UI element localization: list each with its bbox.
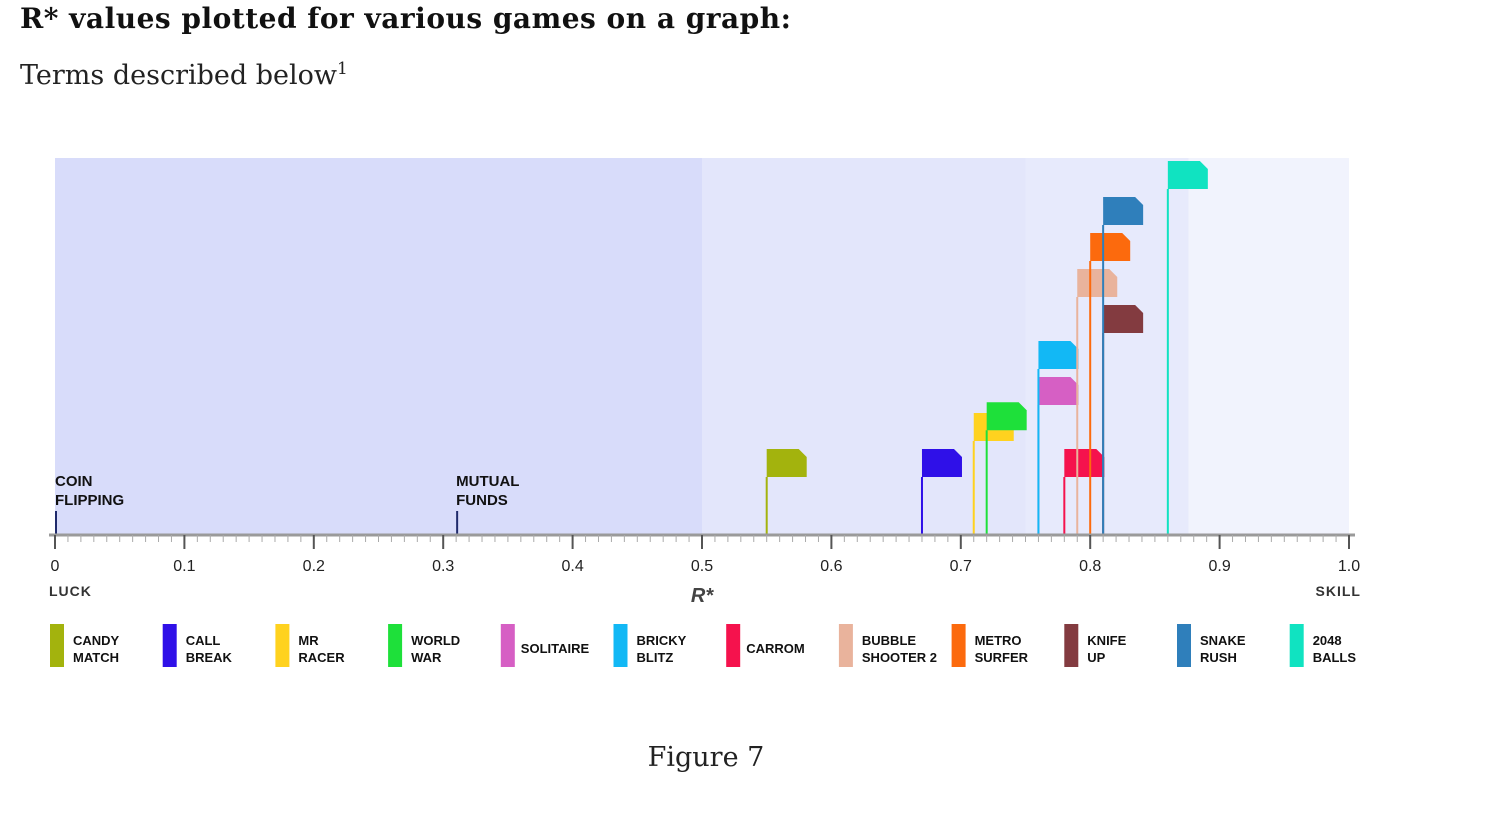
legend-swatch-call-break [162,624,177,667]
flag-metro-surfer [1089,233,1131,535]
legend-label-knife-up-0: KNIFE [1087,633,1126,648]
legend-swatch-world-war [388,624,403,667]
legend-label-snake-rush-0: SNAKE [1200,633,1246,648]
legend-item-world-war: WORLD WAR [388,624,460,667]
legend-item-bricky-blitz: BRICKY BLITZ [613,624,687,667]
x-axis-title: R* [691,585,714,607]
legend-swatch-solitaire [500,624,515,667]
legend-item-metro-surfer: METRO SURFER [951,624,1029,667]
legend-swatch-metro-surfer [951,624,966,667]
legend-label-candy-match-0: CANDY [73,633,120,648]
legend-item-snake-rush: SNAKE RUSH [1177,624,1246,667]
legend-label-snake-rush-1: RUSH [1200,650,1237,665]
annotation-label-mutual-funds-0: MUTUAL [456,473,519,490]
legend-swatch-bubble-shooter-2 [838,624,853,667]
flag-banner-solitaire [1038,377,1079,405]
flag-banner-bubble-shooter-2 [1077,269,1118,297]
legend-swatch-candy-match [50,624,64,667]
flag-banner-metro-surfer [1090,233,1131,261]
legend-label-bubble-shooter-2-0: BUBBLE [862,633,916,648]
tick-label: 0.1 [173,558,195,575]
figure-caption: Figure 7 [647,742,765,773]
legend-label-2048-balls-1: BALLS [1313,650,1357,665]
page-subheading: Terms described below1 [20,60,348,91]
flag-2048-balls [1166,161,1208,535]
flag-banner-knife-up [1103,305,1144,333]
skill-label: SKILL [1316,583,1361,599]
legend-label-bricky-blitz-0: BRICKY [637,633,687,648]
legend-label-solitaire: SOLITAIRE [521,641,590,656]
chart-background-regions [55,158,1349,535]
legend-label-mr-racer-1: RACER [298,650,345,665]
page-heading: R* values plotted for various games on a… [20,2,792,35]
region-3 [1188,158,1349,535]
flag-bubble-shooter-2 [1076,269,1118,535]
flag-snake-rush [1102,197,1144,535]
legend-label-call-break-0: CALL [186,633,221,648]
legend-item-bubble-shooter-2: BUBBLE SHOOTER 2 [838,624,937,667]
tick-label: 0 [51,558,60,575]
legend-item-mr-racer: MR RACER [275,624,345,667]
flag-banner-world-war [986,402,1027,431]
chart-legend: CANDY MATCH CALL BREAK MR RACER WORLD WAR SOLITA… [50,624,1356,667]
tick-label: 1.0 [1338,558,1360,575]
chart-flags [765,161,1208,535]
legend-label-mr-racer-0: MR [298,633,319,648]
legend-label-knife-up-1: UP [1087,650,1105,665]
flag-candy-match [765,449,807,535]
legend-item-candy-match: CANDY MATCH [50,624,120,667]
legend-label-world-war-1: WAR [411,650,442,665]
footnote-marker: 1 [337,59,348,79]
tick-label: 0.3 [432,558,454,575]
legend-item-call-break: CALL BREAK [162,624,233,667]
legend-label-call-break-1: BREAK [186,650,233,665]
legend-swatch-knife-up [1064,624,1079,667]
legend-label-world-war-0: WORLD [411,633,460,648]
tick-label: 0.2 [303,558,325,575]
legend-item-2048-balls: 2048 BALLS [1289,624,1357,667]
region-0 [55,158,702,535]
r-star-chart: COIN FLIPPING MUTUAL FUNDS 0 0.1 0.2 0.3 0.4 0.5… [49,158,1361,667]
legend-label-carrom: CARROM [746,641,805,656]
tick-label: 0.4 [561,558,583,575]
flag-bricky-blitz [1037,341,1079,535]
annotation-label-mutual-funds-1: FUNDS [456,492,508,509]
tick-label: 0.7 [950,558,972,575]
tick-label: 0.6 [820,558,842,575]
flag-call-break [920,449,962,535]
legend-label-metro-surfer-1: SURFER [975,650,1029,665]
tick-label: 0.8 [1079,558,1101,575]
flag-carrom [1063,449,1105,535]
flag-banner-call-break [921,449,962,477]
legend-label-2048-balls-0: 2048 [1313,633,1342,648]
flag-banner-candy-match [766,449,807,477]
tick-label: 0.5 [691,558,713,575]
legend-swatch-snake-rush [1177,624,1191,667]
flag-banner-carrom [1064,449,1105,477]
region-1 [702,158,1026,535]
legend-item-knife-up: KNIFE UP [1064,624,1127,667]
tick-label: 0.9 [1208,558,1230,575]
legend-label-metro-surfer-0: METRO [975,633,1022,648]
flag-banner-snake-rush [1103,197,1144,225]
legend-swatch-mr-racer [275,624,290,667]
legend-label-candy-match-1: MATCH [73,650,119,665]
legend-item-carrom: CARROM [726,624,805,667]
legend-label-bubble-shooter-2-1: SHOOTER 2 [862,650,937,665]
x-axis: 0 0.1 0.2 0.3 0.4 0.5 0.6 0.7 0.8 0.9 1.0 LUCK SKILL… [49,533,1361,607]
legend-swatch-carrom [726,624,741,667]
luck-label: LUCK [49,583,92,599]
legend-label-bricky-blitz-1: BLITZ [637,650,674,665]
subheading-text: Terms described below [20,60,338,91]
legend-item-solitaire: SOLITAIRE [500,624,590,667]
flag-banner-2048-balls [1167,161,1208,189]
legend-swatch-2048-balls [1289,624,1304,667]
annotation-label-coin-flipping-1: FLIPPING [55,492,124,509]
flag-banner-bricky-blitz [1038,341,1079,369]
flag-world-war [985,402,1027,535]
annotation-label-coin-flipping-0: COIN [55,473,93,490]
legend-swatch-bricky-blitz [613,624,628,667]
chart-annotations: COIN FLIPPING MUTUAL FUNDS [55,473,519,535]
